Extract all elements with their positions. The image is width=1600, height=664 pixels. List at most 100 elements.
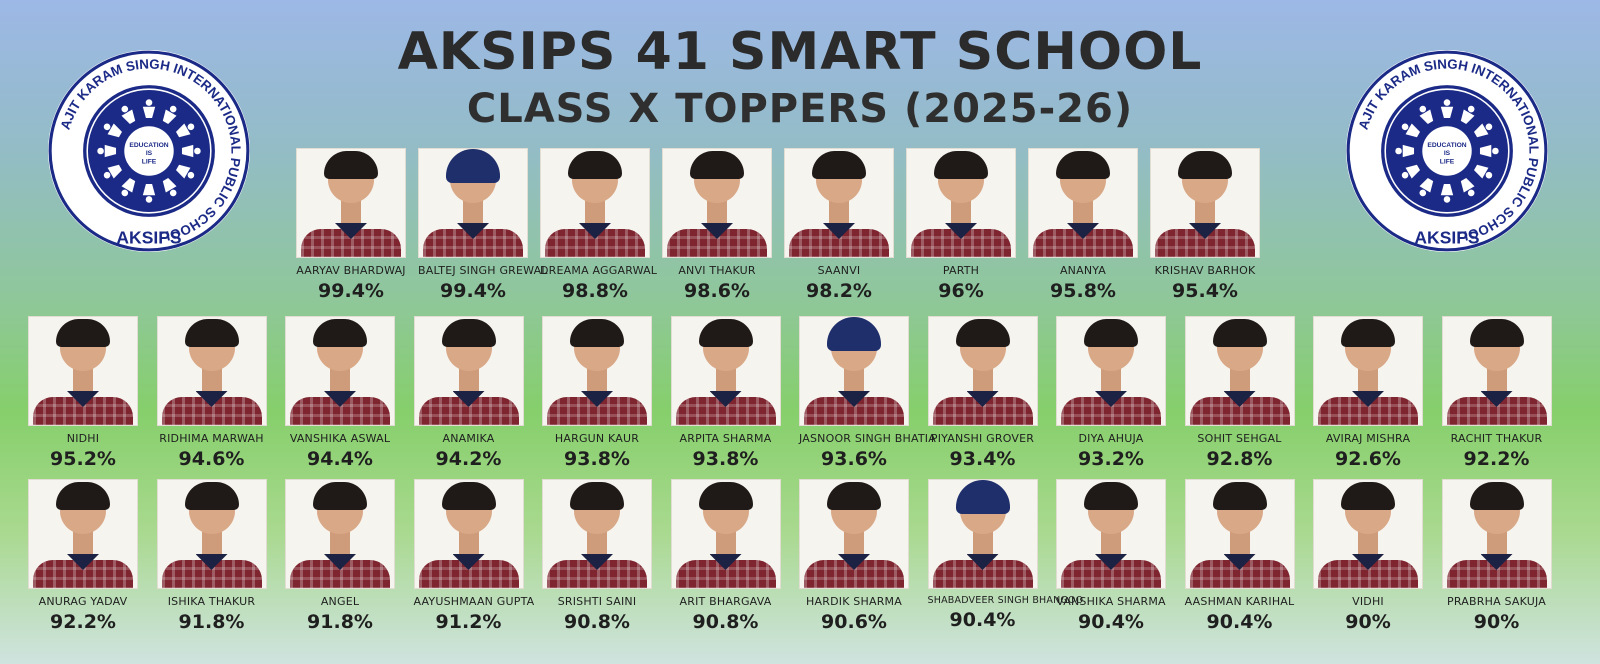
topper-card: PRABRHA SAKUJA 90% xyxy=(1441,479,1552,633)
student-name: ARPITA SHARMA xyxy=(679,432,772,445)
seal-bottom-text: AKSIPS xyxy=(1414,228,1479,248)
hair-shape xyxy=(313,319,367,347)
school-logo-left: AJIT KARAM SINGH INTERNATIONAL PUBLIC SC… xyxy=(46,48,252,254)
student-percentage: 94.6% xyxy=(178,448,245,470)
hair-shape xyxy=(184,482,239,510)
student-photo xyxy=(662,148,772,258)
topper-card: ISHIKA THAKUR 91.8% xyxy=(156,479,267,633)
student-percentage: 99.4% xyxy=(440,280,506,302)
turban-shape xyxy=(827,317,881,351)
topper-card: VANSHIKA ASWAL 94.4% xyxy=(285,316,395,470)
student-name: RIDHIMA MARWAH xyxy=(159,432,264,445)
neck-shape xyxy=(585,199,605,225)
student-name: AAYUSHMAAN GUPTA xyxy=(413,595,535,608)
student-photo xyxy=(906,148,1016,258)
student-percentage: 95.8% xyxy=(1050,280,1116,302)
student-percentage: 90.4% xyxy=(1206,611,1273,633)
student-percentage: 94.2% xyxy=(435,448,502,470)
hair-shape xyxy=(955,319,1010,347)
turban-shape xyxy=(446,149,500,183)
neck-shape xyxy=(829,199,849,225)
student-percentage: 90.8% xyxy=(692,611,759,633)
student-name: PRABRHA SAKUJA xyxy=(1447,595,1546,608)
school-seal-emblem: AJIT KARAM SINGH INTERNATIONAL PUBLIC SC… xyxy=(48,50,250,252)
student-percentage: 90% xyxy=(1345,611,1391,633)
student-photo xyxy=(28,479,138,589)
student-photo xyxy=(1184,479,1295,589)
seal-motto-line2: IS xyxy=(1444,150,1451,157)
hair-shape xyxy=(184,319,239,347)
student-photo xyxy=(1056,479,1166,589)
hair-shape xyxy=(690,151,744,179)
neck-shape xyxy=(330,367,350,393)
student-percentage: 91.2% xyxy=(435,611,502,633)
page-subtitle: CLASS X TOPPERS (2025-26) xyxy=(466,86,1134,132)
neck-shape xyxy=(1358,367,1378,393)
hair-shape xyxy=(1084,482,1138,510)
topper-card: SAANVI 98.2% xyxy=(784,148,894,302)
student-name: SRISHTI SAINI xyxy=(557,595,637,608)
neck-shape xyxy=(972,367,993,393)
student-name: HARGUN KAUR xyxy=(554,432,640,445)
hair-shape xyxy=(56,319,110,347)
student-percentage: 91.8% xyxy=(178,611,245,633)
topper-card: AASHMAN KARIHAL 90.4% xyxy=(1184,479,1295,633)
hair-shape xyxy=(1341,319,1395,347)
student-percentage: 95.4% xyxy=(1172,280,1238,302)
student-percentage: 98.6% xyxy=(684,280,750,302)
neck-shape xyxy=(463,199,483,225)
student-name: SOHIT SEHGAL xyxy=(1197,432,1282,445)
student-name: ISHIKA THAKUR xyxy=(167,595,256,608)
student-photo xyxy=(156,479,267,589)
seal-motto-line3: LIFE xyxy=(142,158,157,165)
topper-card: ANVI THAKUR 98.6% xyxy=(662,148,772,302)
student-percentage: 92.6% xyxy=(1335,448,1401,470)
neck-shape xyxy=(844,530,864,556)
uniform-shape xyxy=(33,397,133,425)
student-photo xyxy=(784,148,894,258)
topper-card: NIDHI 95.2% xyxy=(28,316,138,470)
neck-shape xyxy=(951,199,971,225)
student-photo xyxy=(1441,479,1552,589)
student-name: AVIRAJ MISHRA xyxy=(1325,432,1411,445)
student-percentage: 96% xyxy=(938,280,984,302)
topper-card: KRISHAV BARHOK 95.4% xyxy=(1150,148,1260,302)
topper-card: AAYUSHMAAN GUPTA 91.2% xyxy=(413,479,535,633)
student-photo xyxy=(156,316,267,426)
student-percentage: 98.2% xyxy=(806,280,872,302)
neck-shape xyxy=(1195,199,1215,225)
neck-shape xyxy=(972,530,993,556)
student-name: DREAMA AGGARWAL xyxy=(540,264,658,277)
student-percentage: 93.8% xyxy=(692,448,759,470)
student-percentage: 92.2% xyxy=(50,611,116,633)
topper-card: RIDHIMA MARWAH 94.6% xyxy=(156,316,267,470)
topper-card: JASNOOR SINGH BHATIA 93.6% xyxy=(799,316,936,470)
student-name: ANAMIKA xyxy=(442,432,495,445)
student-percentage: 90% xyxy=(1473,611,1520,633)
seal-motto-line1: EDUCATION xyxy=(129,142,168,149)
student-name: DIYA AHUJA xyxy=(1078,432,1144,445)
topper-card: ANAMIKA 94.2% xyxy=(413,316,524,470)
neck-shape xyxy=(715,367,736,393)
hair-shape xyxy=(698,319,753,347)
student-photo xyxy=(285,316,395,426)
student-name: ANGEL xyxy=(320,595,360,608)
student-name: VIDHI xyxy=(1352,595,1384,608)
hair-shape xyxy=(1341,482,1395,510)
hair-shape xyxy=(698,482,753,510)
student-photo xyxy=(1150,148,1260,258)
student-photo xyxy=(670,479,781,589)
hair-shape xyxy=(1469,482,1524,510)
student-name: PIYANSHI GROVER xyxy=(930,432,1035,445)
hair-shape xyxy=(1212,319,1267,347)
student-photo xyxy=(799,316,909,426)
student-name: SAANVI xyxy=(817,264,861,277)
student-photo xyxy=(1441,316,1552,426)
student-photo xyxy=(1028,148,1138,258)
neck-shape xyxy=(458,367,479,393)
topper-card: VANSHIKA SHARMA 90.4% xyxy=(1056,479,1166,633)
student-name: VANSHIKA ASWAL xyxy=(289,432,391,445)
student-name: BALTEJ SINGH GREWAL xyxy=(418,264,548,277)
hair-shape xyxy=(827,482,881,510)
student-name: HARDIK SHARMA xyxy=(806,595,902,608)
